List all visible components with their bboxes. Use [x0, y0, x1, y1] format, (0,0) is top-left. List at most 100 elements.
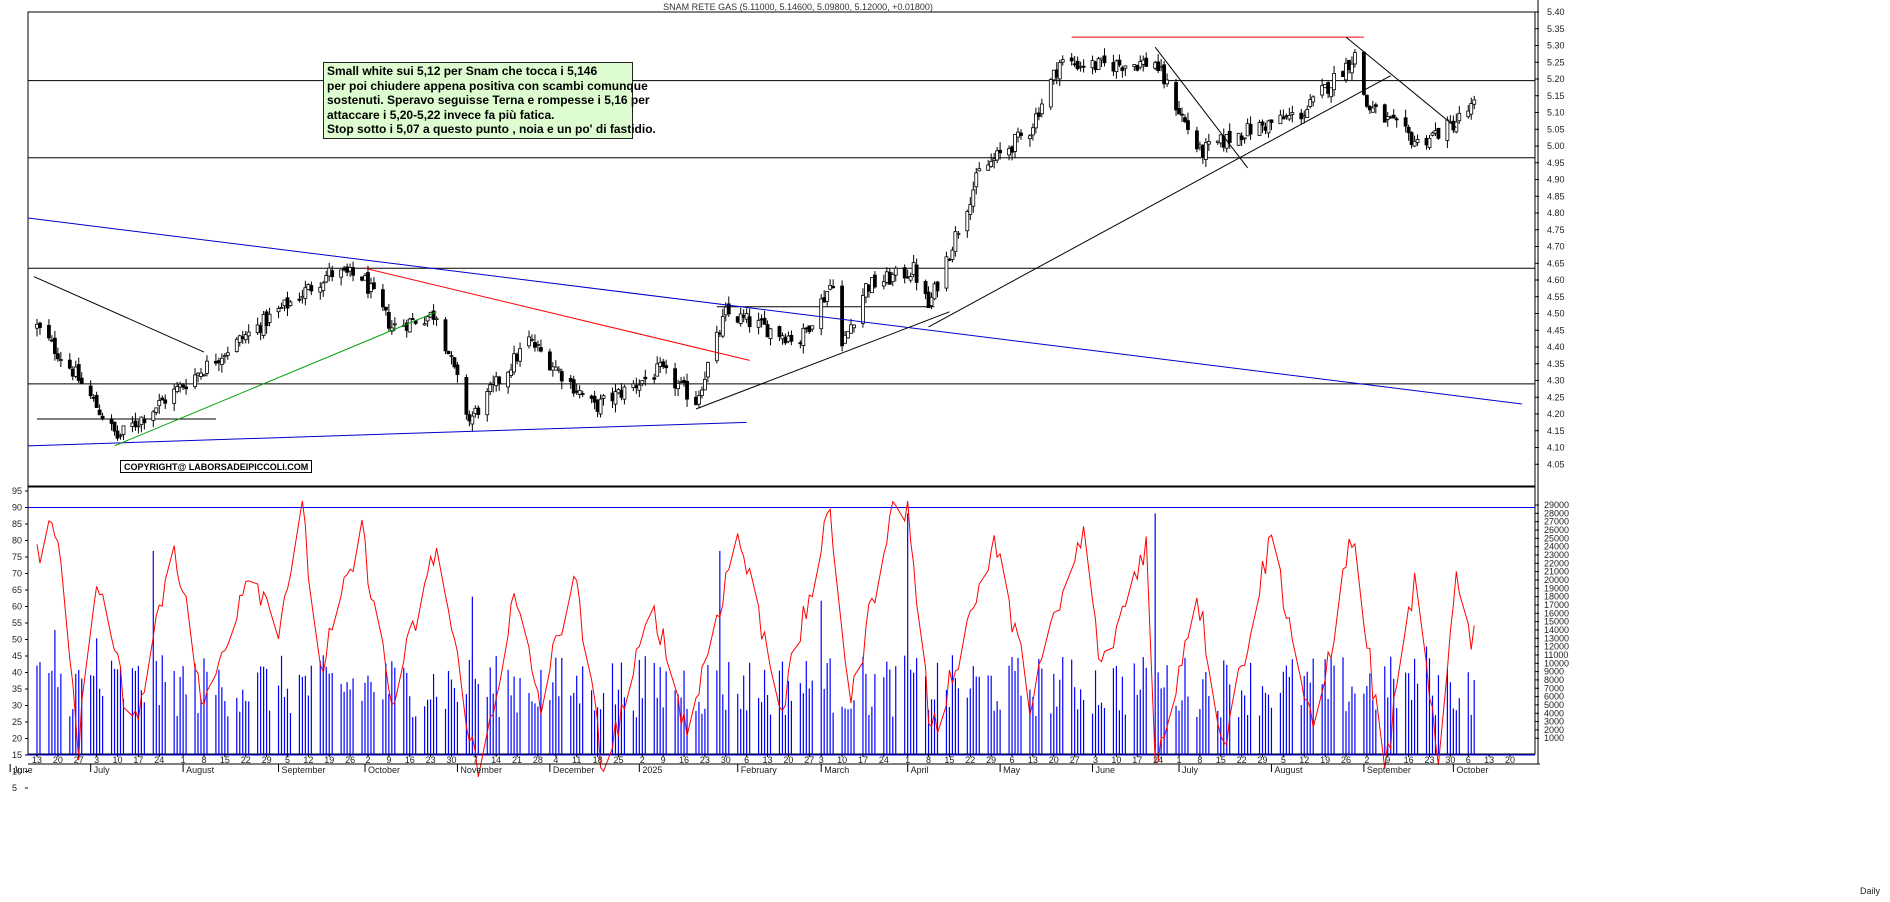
candle-body-209: [908, 276, 913, 281]
candle-body-303: [1302, 115, 1307, 118]
candle-body-109: [491, 382, 496, 385]
candle-body-46: [225, 352, 230, 356]
vol-tick-label-3: 26000: [1544, 525, 1569, 535]
day-label-43: 8: [926, 755, 931, 765]
candle-body-263: [1135, 64, 1140, 71]
candle-body-282: [1215, 140, 1220, 143]
day-label-9: 15: [220, 755, 230, 765]
day-label-57: 15: [1216, 755, 1226, 765]
price-tick-label-15: 4.80: [1547, 208, 1565, 218]
candle-body-68: [321, 282, 326, 291]
vol-tick-label-17: 12000: [1544, 642, 1569, 652]
price-tick-label-12: 4.65: [1547, 258, 1565, 268]
price-tick-label-25: 5.30: [1547, 41, 1565, 51]
candle-body-134: [595, 399, 600, 412]
trendline-4: [364, 267, 750, 361]
candle-body-111: [497, 376, 502, 385]
candle-body-48: [237, 335, 242, 343]
day-label-59: 29: [1258, 755, 1268, 765]
candle-body-18: [112, 421, 117, 432]
candle-body-137: [610, 392, 615, 402]
day-label-45: 22: [965, 755, 975, 765]
candle-body-135: [598, 398, 603, 415]
candle-body-153: [676, 383, 680, 390]
candle-body-168: [738, 313, 743, 324]
candle-body-231: [998, 149, 1003, 154]
day-label-20: 30: [446, 755, 456, 765]
candle-body-21: [121, 425, 126, 435]
price-tick-label-9: 4.50: [1547, 309, 1565, 319]
day-label-68: 30: [1445, 755, 1455, 765]
note-line-4: attaccare i 5,20-5,22 invece fa più fati…: [327, 107, 555, 122]
candle-body-63: [300, 295, 305, 299]
candle-body-43: [216, 360, 221, 364]
candle-body-79: [366, 272, 370, 294]
month-label-16: October: [1456, 765, 1488, 775]
candle-body-171: [747, 316, 752, 328]
osc-tick-label-9: 50: [12, 635, 22, 645]
candle-body-55: [264, 311, 269, 327]
day-label-15: 26: [345, 755, 355, 765]
oscillator-line: [36, 500, 1475, 777]
candle-body-133: [592, 395, 597, 403]
candle-body-244: [1054, 69, 1059, 78]
candle-body-161: [706, 362, 710, 378]
price-tick-label-20: 5.05: [1547, 124, 1565, 134]
candle-body-83: [383, 306, 388, 311]
price-tick-label-10: 4.55: [1547, 292, 1565, 302]
candle-body-272: [1174, 82, 1178, 111]
day-label-38: 3: [819, 755, 824, 765]
candle-body-179: [783, 337, 788, 344]
candle-body-308: [1323, 83, 1328, 89]
candle-body-245: [1057, 62, 1062, 80]
candle-body-203: [884, 271, 889, 283]
candle-body-237: [1028, 135, 1032, 140]
vol-tick-label-6: 23000: [1544, 550, 1569, 560]
candle-body-274: [1180, 113, 1184, 116]
candle-body-267: [1153, 62, 1158, 69]
candle-body-327: [1403, 117, 1408, 127]
candle-body-212: [923, 281, 928, 295]
candle-body-174: [762, 317, 767, 325]
day-label-56: 8: [1197, 755, 1202, 765]
month-label-3: September: [282, 765, 326, 775]
price-tick-label-5: 4.30: [1547, 376, 1565, 386]
candle-body-256: [1102, 55, 1107, 64]
candle-body-5: [55, 353, 60, 360]
candle-body-184: [804, 327, 809, 330]
candle-body-95: [431, 310, 436, 320]
chart-title: SNAM RETE GAS (5.11000, 5.14600, 5.09800…: [663, 2, 933, 12]
candle-body-254: [1096, 58, 1101, 70]
candle-body-99: [449, 355, 454, 357]
candle-body-320: [1370, 107, 1375, 113]
candle-body-89: [407, 318, 412, 333]
candle-body-155: [682, 380, 686, 383]
price-tick-label-13: 4.70: [1547, 242, 1565, 252]
candle-body-13: [91, 397, 96, 399]
candle-body-224: [971, 189, 976, 207]
vol-tick-label-18: 11000: [1544, 650, 1568, 660]
day-label-16: 2: [365, 755, 370, 765]
candle-body-29: [157, 400, 162, 407]
candle-body-162: [714, 331, 719, 362]
candle-body-202: [881, 281, 886, 287]
candle-body-225: [974, 172, 979, 188]
candle-body-170: [744, 313, 749, 320]
candle-body-167: [735, 316, 740, 323]
candle-body-17: [109, 418, 114, 424]
candle-body-24: [136, 425, 141, 428]
vol-tick-label-12: 17000: [1544, 600, 1569, 610]
candle-body-200: [869, 277, 874, 294]
candle-body-248: [1072, 63, 1077, 66]
vol-tick-label-28: 1000: [1544, 733, 1564, 743]
candle-body-160: [703, 378, 707, 391]
candle-body-278: [1197, 144, 1202, 148]
day-label-28: 25: [613, 755, 623, 765]
day-label-63: 26: [1341, 755, 1351, 765]
day-label-6: 24: [154, 755, 164, 765]
candle-body-289: [1242, 137, 1247, 140]
candle-body-337: [1445, 119, 1450, 141]
candle-body-342: [1466, 110, 1471, 118]
vol-tick-label-7: 22000: [1544, 558, 1569, 568]
candle-body-306: [1311, 96, 1316, 103]
